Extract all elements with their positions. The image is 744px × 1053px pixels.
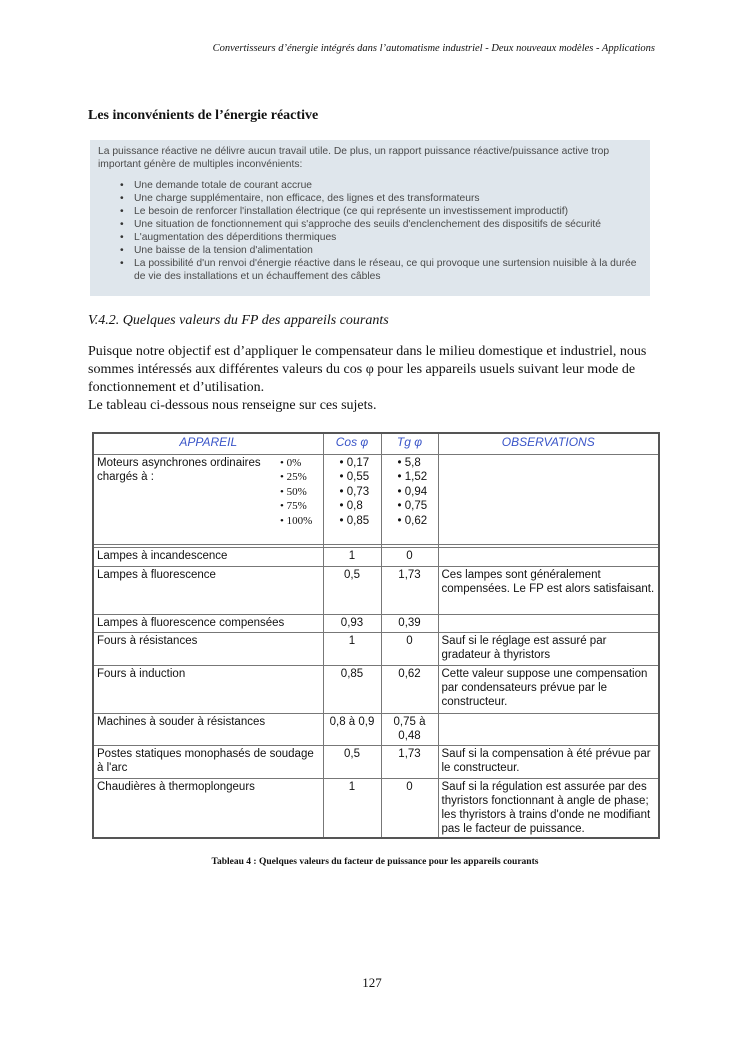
running-header: Convertisseurs d’énergie intégrés dans l…: [212, 43, 655, 54]
load-level: 100%: [280, 514, 313, 529]
info-intro: La puissance réactive ne délivre aucun t…: [98, 146, 610, 170]
cell-cos: 1: [322, 546, 382, 567]
cell-tg: 0: [380, 631, 439, 666]
motor-cell: Moteurs asynchrones ordinaires chargés à…: [97, 456, 320, 529]
cell-appareil: Fours à induction: [92, 664, 324, 714]
page-number: 127: [362, 975, 382, 990]
table-row: Lampes à incandescence 1 0: [92, 546, 660, 567]
paragraph: Puisque notre objectif est d’appliquer l…: [88, 344, 647, 395]
cell-cos: 0,8 à 0,9: [322, 712, 382, 746]
tg-value: 5,8: [398, 456, 435, 471]
cell-tg: 0,62: [380, 664, 439, 714]
column-header: APPAREIL: [92, 432, 324, 455]
cell-cos: 0,93: [322, 613, 382, 633]
cell-observations: Sauf si la compensation à été prévue par…: [437, 744, 660, 779]
cos-value: 0,73: [340, 485, 378, 500]
cell-cos: 0,170,550,730,80,85: [322, 453, 382, 545]
cell-tg: 1,73: [380, 565, 439, 615]
paragraph: Le tableau ci-dessous nous renseigne sur…: [88, 398, 377, 413]
cell-appareil: Chaudières à thermoplongeurs: [92, 777, 324, 839]
cell-observations: [437, 712, 660, 746]
tg-value: 1,52: [398, 470, 435, 485]
table-row: Fours à résistances 1 0 Sauf si le réglage …: [92, 631, 660, 666]
bullet-item: Le besoin de renforcer l'installation él…: [120, 205, 642, 218]
subsection-title: V.4.2. Quelques valeurs du FP des appare…: [88, 313, 389, 328]
cell-observations: [437, 613, 660, 633]
table-row: Postes statiques monophasés de soudage à…: [92, 744, 660, 779]
cell-cos: 0,5: [322, 565, 382, 615]
cell-observations: [437, 546, 660, 567]
cell-appareil: Machines à souder à résistances: [92, 712, 324, 746]
table-row: Chaudières à thermoplongeurs 1 0 Sauf si la…: [92, 777, 660, 839]
bullet-item: Une baisse de la tension d'alimentation: [120, 244, 642, 257]
load-level: 0%: [280, 456, 312, 471]
bullet-item: Une demande totale de courant accrue: [120, 179, 642, 192]
cell-observations: Ces lampes sont généralement compensées.…: [437, 565, 660, 615]
table-body: Moteurs asynchrones ordinaires chargés à…: [92, 453, 660, 839]
bullet-item: L'augmentation des déperditions thermiqu…: [120, 231, 642, 244]
cell-tg: 0,39: [380, 613, 439, 633]
bullet-item: Une charge supplémentaire, non efficace,…: [120, 192, 642, 205]
table-row: Machines à souder à résistances 0,8 à 0,9…: [92, 712, 660, 746]
load-level: 75%: [280, 499, 312, 514]
cell-cos: 0,5: [322, 744, 382, 779]
tg-value: 0,94: [398, 485, 435, 500]
header-row: APPAREIL Cos φ Tg φ OBSERVATIONS: [92, 432, 660, 455]
cell-tg: 0: [380, 777, 439, 839]
cell-appareil: Lampes à fluorescence: [92, 565, 324, 615]
table-row: Lampes à fluorescence 0,5 1,73 Ces lampes s…: [92, 565, 660, 615]
cell-tg: 1,73: [380, 744, 439, 779]
cos-value: 0,85: [340, 514, 378, 529]
cell-tg: 0,75 à 0,48: [380, 712, 439, 746]
cell-observations: Sauf si la régulation est assurée par de…: [437, 777, 660, 839]
load-list: 0%25%50%75%100%: [262, 456, 313, 529]
load-level: 25%: [280, 470, 312, 485]
bullet-list: Une demande totale de courant accrueUne …: [98, 179, 642, 283]
cell-appareil: Lampes à incandescence: [92, 546, 324, 567]
paragraphs: Puisque notre objectif est d’appliquer l…: [88, 343, 660, 415]
column-header: OBSERVATIONS: [437, 432, 660, 455]
load-level: 50%: [280, 485, 312, 500]
table-row: Fours à induction 0,85 0,62 Cette valeur su…: [92, 664, 660, 714]
bullet-item: La possibilité d'un renvoi d'énergie réa…: [120, 257, 642, 283]
bullet-item: Une situation de fonctionnement qui s'ap…: [120, 218, 642, 231]
motor-label: Moteurs asynchrones ordinaires chargés à…: [97, 456, 261, 483]
cos-value: 0,55: [340, 470, 378, 485]
cell-cos: 1: [322, 777, 382, 839]
section-title: Les inconvénients de l’énergie réactive: [88, 108, 319, 123]
cell-appareil: Moteurs asynchrones ordinaires chargés à…: [92, 453, 324, 545]
table-caption: Tableau 4 : Quelques valeurs du facteur …: [211, 857, 539, 867]
column-header: Tg φ: [380, 432, 439, 455]
tg-value: 0,75: [398, 499, 435, 514]
column-header: Cos φ: [322, 432, 382, 455]
info-box: La puissance réactive ne délivre aucun t…: [90, 140, 650, 296]
cell-tg: 0: [380, 546, 439, 567]
cell-observations: Cette valeur suppose une compensation pa…: [437, 664, 660, 714]
cell-appareil: Postes statiques monophasés de soudage à…: [92, 744, 324, 779]
cell-appareil: Lampes à fluorescence compensées: [92, 613, 324, 633]
table-row: Lampes à fluorescence compensées 0,93 0,39: [92, 613, 660, 633]
data-table: APPAREIL Cos φ Tg φ OBSERVATIONS Moteurs as…: [92, 432, 660, 839]
cell-observations: Sauf si le réglage est assuré par gradat…: [437, 631, 660, 666]
cell-cos: 0,85: [322, 664, 382, 714]
cell-tg: 5,81,520,940,750,62: [380, 453, 439, 545]
tg-value: 0,62: [398, 514, 435, 529]
cell-observations: [437, 453, 660, 545]
motor-row: Moteurs asynchrones ordinaires chargés à…: [92, 453, 660, 545]
cell-cos: 1: [322, 631, 382, 666]
cell-appareil: Fours à résistances: [92, 631, 324, 666]
cos-value: 0,8: [340, 499, 378, 514]
cos-value: 0,17: [340, 456, 378, 471]
